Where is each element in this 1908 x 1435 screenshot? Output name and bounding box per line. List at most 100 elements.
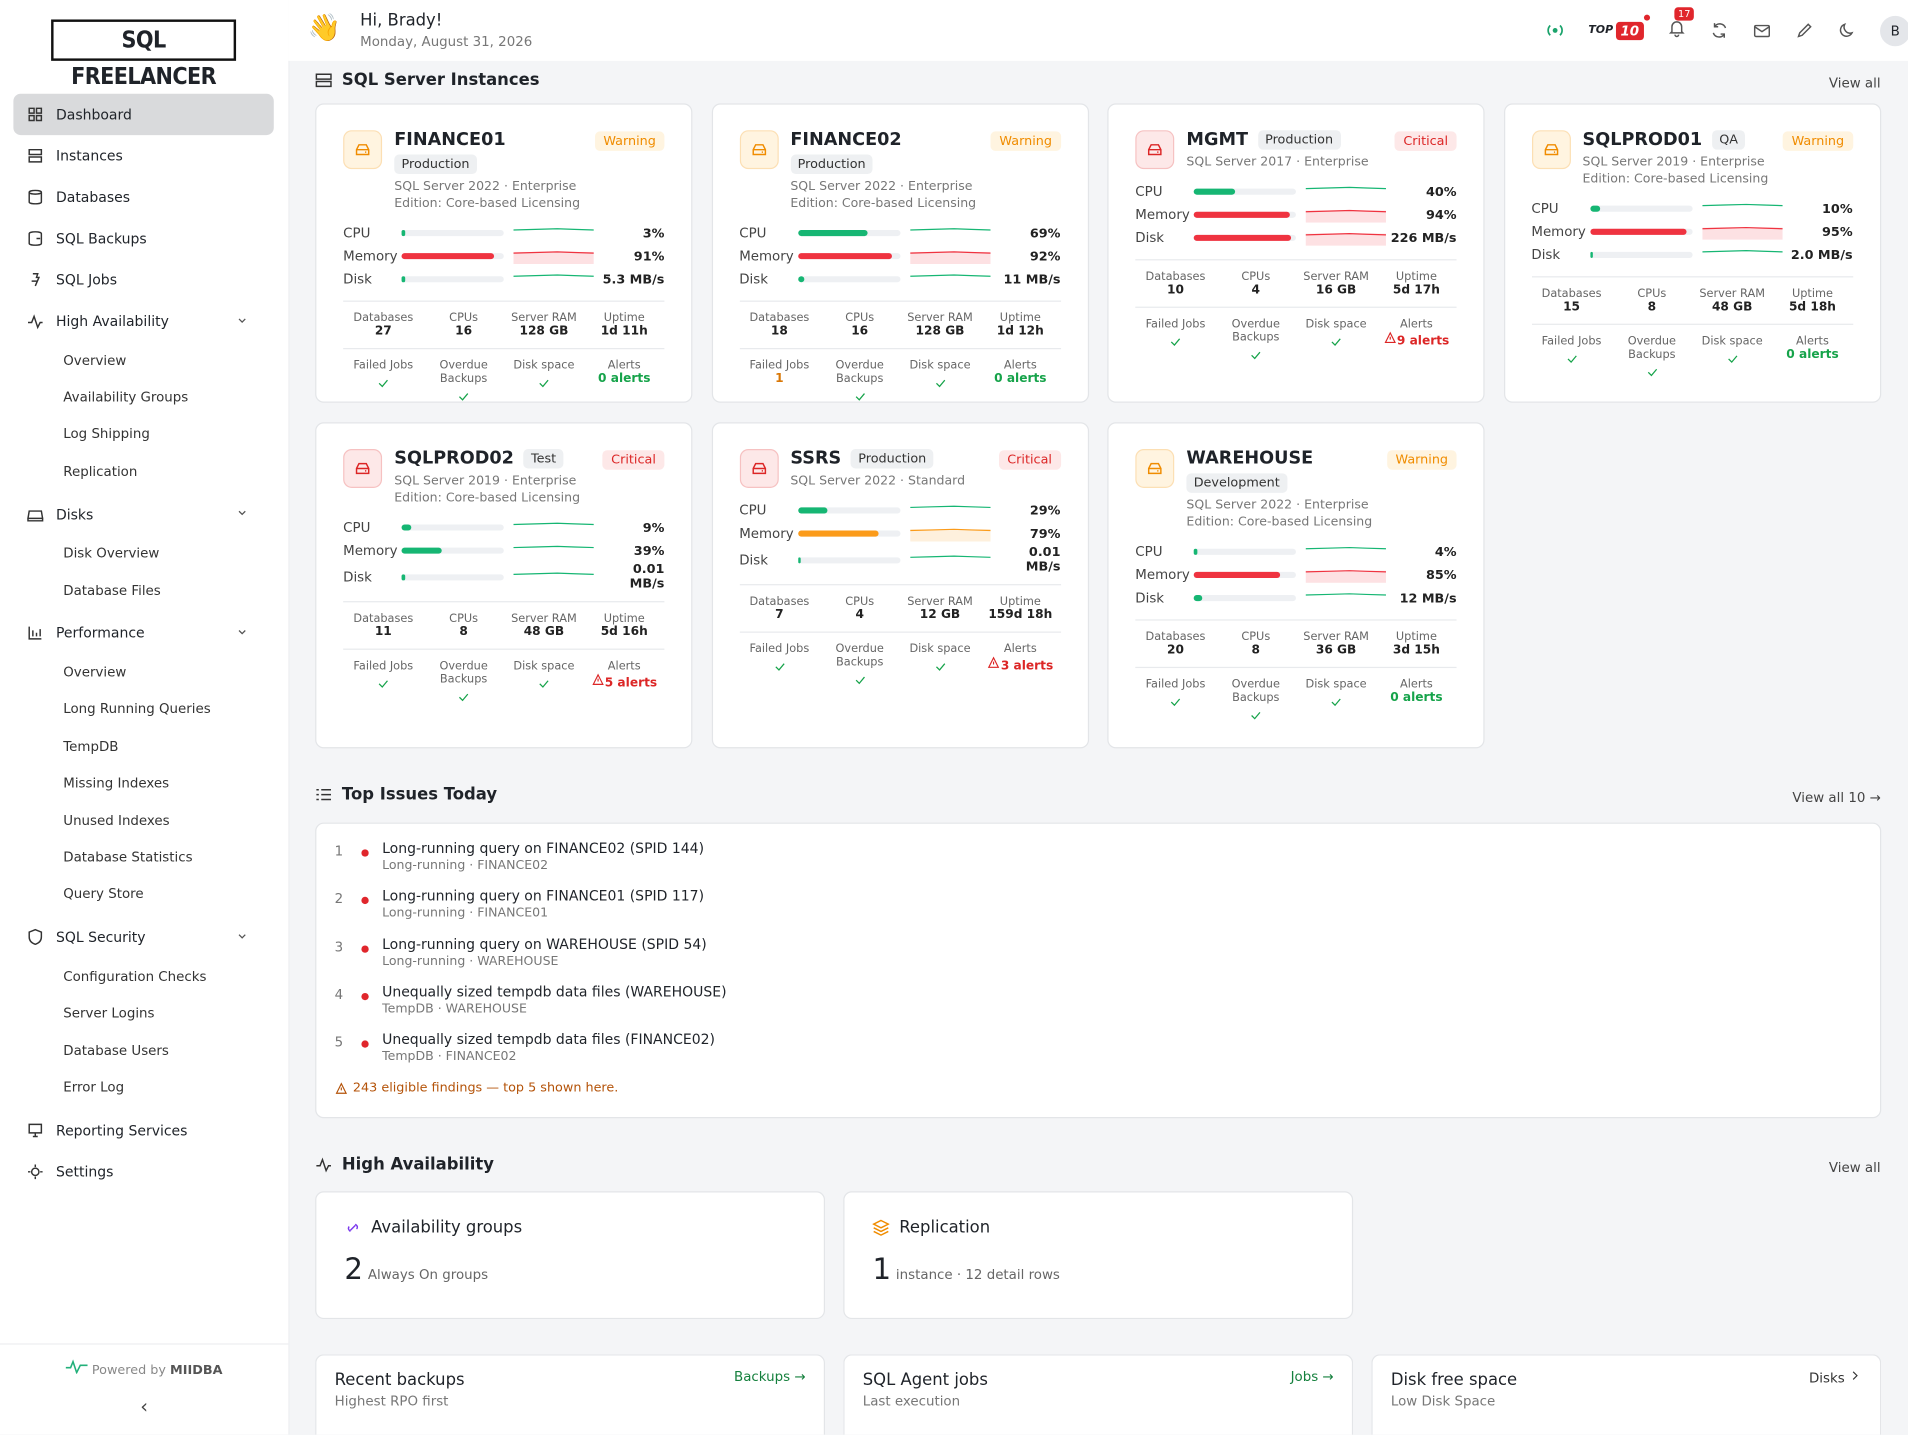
instance-card[interactable]: FINANCE02 Production Warning SQL Server 202… (711, 103, 1089, 403)
sparkline (1701, 197, 1783, 220)
nav-subitem[interactable]: Database Statistics (63, 849, 193, 866)
refresh-icon[interactable] (1710, 21, 1729, 40)
metric-row: Memory 79% (739, 522, 1060, 545)
panel-link[interactable]: Jobs → (1291, 1369, 1334, 1385)
nav-subitem[interactable]: Configuration Checks (63, 968, 207, 985)
server-icon (739, 449, 779, 488)
icon (28, 627, 42, 640)
issue[interactable]: 1 Long-running query on FINANCE02 (SPID 1… (335, 840, 1862, 888)
metrics: CPU 29% Memory 79% Disk 0.01 MB/s (739, 499, 1060, 575)
edit-icon[interactable] (1795, 21, 1814, 40)
health-item: Failed Jobs (1531, 335, 1611, 385)
nav-subitem[interactable]: Availability Groups (63, 389, 189, 406)
stats: Databases 15 CPUs 8 Server RAM 48 GB Uptime 5d … (1531, 287, 1852, 314)
ha-card[interactable]: Replication 1 instance · 12 detail rows (843, 1191, 1354, 1320)
issue-sub: Long-running · WAREHOUSE (382, 953, 559, 969)
stat: Server RAM 128 GB (504, 312, 584, 339)
nav-subitem[interactable]: Server Logins (63, 1005, 155, 1022)
metric-value: 91% (633, 248, 665, 264)
collapse-button[interactable]: ‹ (140, 1394, 149, 1418)
metric-value: 10% (1822, 201, 1853, 216)
nav-item[interactable]: SQL Backups (13, 218, 273, 259)
metrics: CPU 3% Memory 91% Disk 5.3 MB/s (343, 221, 664, 290)
nav-subitem[interactable]: Long Running Queries (63, 701, 211, 718)
health-item: Alerts 0 alerts (1376, 678, 1456, 728)
metric-value: 5.3 MB/s (602, 271, 665, 287)
metric-value: 9% (642, 520, 665, 535)
issue[interactable]: 5 Unequally sized tempdb data files (FINA… (335, 1031, 1862, 1079)
icon (1170, 338, 1181, 346)
bar (1193, 548, 1198, 555)
nav-subitem[interactable]: Overview (63, 352, 127, 369)
view-all-link[interactable]: View all (1828, 75, 1881, 92)
instance-card[interactable]: SQLPROD01 QA Warning SQL Server 2019 · Ente… (1503, 103, 1881, 403)
sparkline-svg (1305, 209, 1386, 223)
sparkline-svg (1305, 233, 1386, 246)
nav-subitem[interactable]: Error Log (63, 1079, 125, 1096)
metric-label: Memory (343, 542, 398, 559)
instance-card[interactable]: SSRS Production Critical SQL Server 2022 · … (711, 422, 1089, 749)
nav-item[interactable]: Dashboard (13, 93, 274, 136)
nav-item[interactable]: Settings (13, 1151, 273, 1192)
issue[interactable]: 4 Unequally sized tempdb data files (WARE… (335, 983, 1862, 1031)
nav-subitem[interactable]: Database Files (63, 582, 161, 599)
panel-link[interactable]: Backups → (734, 1369, 806, 1385)
top10-button[interactable]: TOP 10 (1588, 13, 1651, 40)
nav-subitem[interactable]: Missing Indexes (63, 775, 170, 792)
mail-icon[interactable] (1752, 21, 1771, 40)
logo[interactable]: SQL FREELANCER (51, 19, 237, 90)
view-all-link[interactable]: View all (1828, 1159, 1881, 1176)
ha-card[interactable]: Availability groups 2 Always On groups (315, 1191, 826, 1320)
nav-item[interactable]: Reporting Services (13, 1109, 273, 1150)
sparkline-svg (909, 274, 990, 277)
bar-track (401, 547, 504, 554)
theme-icon[interactable] (1837, 21, 1856, 40)
stat: Uptime 5d 18h (1772, 287, 1852, 314)
nav-subitem[interactable]: Log Shipping (63, 426, 150, 443)
bar-track (1589, 228, 1693, 235)
issue[interactable]: 3 Long-running query on WAREHOUSE (SPID 5… (335, 935, 1862, 983)
instance-card[interactable]: FINANCE01 Production Warning SQL Server 202… (315, 103, 693, 403)
view-all-link[interactable]: View all 10 → (1792, 789, 1881, 806)
nav-group: Overview Availability Groups Log Shipping R… (13, 342, 273, 490)
card-title-row: WAREHOUSE Development Warning (1186, 449, 1457, 493)
env-badge: Development (1186, 473, 1288, 493)
nav-subitem[interactable]: Replication (63, 463, 138, 480)
health-label: Alerts (607, 358, 641, 373)
bar (1193, 571, 1281, 578)
nav-subitem[interactable]: TempDB (63, 738, 119, 755)
card-title-row: SQLPROD01 QA Warning (1583, 130, 1853, 151)
nav-item[interactable]: Instances (13, 135, 273, 176)
nav-item[interactable]: SQL Security (13, 916, 273, 957)
bar-track (797, 507, 900, 514)
nav-subitem[interactable]: Database Users (63, 1042, 169, 1059)
nav-subitem[interactable]: Disk Overview (63, 545, 160, 562)
nav-subitem[interactable]: Overview (63, 664, 127, 681)
bar (1193, 595, 1202, 602)
instance-name: FINANCE02 (790, 130, 902, 150)
nav-item[interactable]: Disks (13, 494, 273, 535)
nav-subitem[interactable]: Query Store (63, 886, 144, 903)
server-icon (343, 130, 383, 170)
alerts-text: 3 alerts (1000, 659, 1054, 673)
avatar[interactable]: B (1880, 15, 1908, 46)
nav-subitem[interactable]: Unused Indexes (63, 812, 170, 829)
nav-item[interactable]: High Availability (13, 301, 273, 342)
card-info: FINANCE01 Production Warning SQL Server 202… (394, 130, 665, 212)
notifications[interactable]: 17 (1667, 7, 1695, 42)
panel-link[interactable]: Disks (1809, 1369, 1862, 1386)
instance-card[interactable]: MGMT Production Critical SQL Server 2017 · … (1107, 103, 1485, 403)
card-head: SSRS Production Critical SQL Server 2022 · … (739, 449, 1061, 489)
nav-item[interactable]: Performance (13, 612, 273, 653)
health-label: Overdue Backups (1627, 334, 1677, 362)
health-item: Disk space (1692, 335, 1772, 385)
issue-text: Unequally sized tempdb data files (WAREH… (382, 983, 726, 1031)
server-icon (739, 130, 779, 170)
ha-body: 1 instance · 12 detail rows (872, 1252, 1323, 1286)
instance-card[interactable]: WAREHOUSE Development Warning SQL Server 20… (1107, 422, 1485, 749)
nav-item[interactable]: Databases (13, 176, 273, 217)
issue[interactable]: 2 Long-running query on FINANCE01 (SPID 1… (335, 887, 1862, 935)
status-icon[interactable] (1546, 21, 1565, 40)
instance-card[interactable]: SQLPROD02 Test Critical SQL Server 2019 · E… (315, 422, 693, 749)
nav-item[interactable]: SQL Jobs (13, 259, 273, 300)
